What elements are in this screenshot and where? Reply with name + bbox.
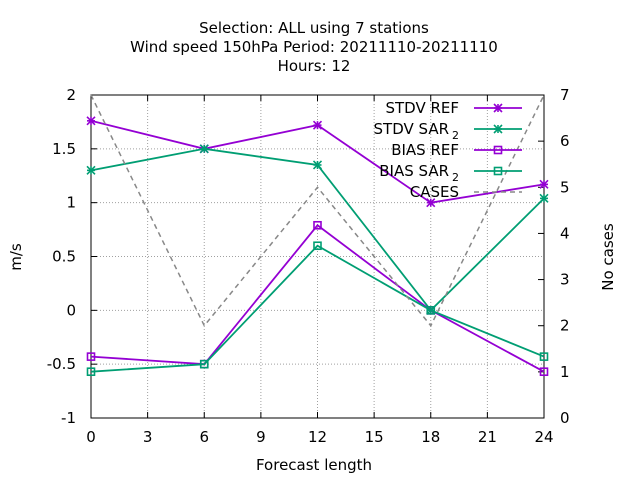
- data-point-stdv-sar-2: [539, 193, 549, 203]
- x-tick-label: 24: [534, 428, 553, 446]
- series-line-cases: [90, 94, 545, 328]
- legend-label-cases: CASES: [410, 183, 459, 201]
- legend-label-subscript: 2: [452, 171, 459, 184]
- grid: [91, 95, 544, 418]
- x-tick-label: 12: [308, 428, 327, 446]
- y-axis-label: m/s: [7, 243, 25, 271]
- data-point-bias-ref: [86, 352, 96, 361]
- x-tick-label: 15: [365, 428, 384, 446]
- data-point-bias-sar-2: [86, 367, 96, 377]
- y2-tick-label: 6: [560, 132, 570, 150]
- data-point-stdv-ref: [426, 198, 436, 208]
- x-tick-label: 0: [86, 428, 96, 446]
- data-point-bias-sar-2: [199, 359, 209, 369]
- data-point-stdv-sar-2: [86, 165, 96, 175]
- data-point-stdv-ref-stroke: [539, 179, 549, 189]
- legend-marker-stdv-sar-2: [493, 124, 503, 134]
- data-point-stdv-ref-stroke: [86, 116, 96, 126]
- y2-tick-label: 5: [560, 178, 570, 196]
- x-tick-label: 18: [421, 428, 440, 446]
- y2-tick-label: 1: [560, 363, 570, 381]
- legend-label-bias-sar-2: BIAS SAR 2: [379, 162, 459, 184]
- legend-marker-stdv-ref: [493, 103, 503, 113]
- data-point-bias-ref: [313, 220, 322, 230]
- series-line-bias-sar-2: [90, 244, 545, 373]
- x-tick-label: 21: [478, 428, 497, 446]
- series: [86, 94, 549, 377]
- legend-marker-stdv-ref-stroke: [493, 103, 503, 113]
- legend-label-text: BIAS REF: [391, 141, 459, 159]
- legend-label-stdv-ref: STDV REF: [385, 99, 459, 117]
- legend-label-text: STDV SAR: [374, 120, 449, 138]
- x-tick-label: 3: [143, 428, 153, 446]
- y-tick-label: 1: [66, 194, 76, 212]
- x-axis-label: Forecast length: [256, 456, 372, 474]
- data-point-bias-sar-2: [426, 306, 436, 315]
- data-point-bias-sar-2: [313, 241, 322, 251]
- y-tick-label: -1: [61, 409, 76, 427]
- data-point-stdv-sar-2-stroke: [199, 144, 209, 154]
- y2-tick-label: 7: [560, 86, 570, 104]
- y-tick-label: 0.5: [52, 248, 76, 266]
- title-line-3: Hours: 12: [278, 57, 351, 75]
- title-line-2: Wind speed 150hPa Period: 20211110-20211…: [130, 38, 498, 56]
- data-point-stdv-sar-2-stroke: [86, 165, 96, 175]
- legend-marker-bias-ref: [493, 145, 503, 155]
- x-tick-label: 9: [256, 428, 266, 446]
- data-point-stdv-ref: [312, 120, 323, 130]
- data-point-stdv-ref-stroke: [426, 198, 436, 208]
- x-tick-label: 6: [199, 428, 209, 446]
- y2-tick-label: 4: [560, 224, 570, 242]
- chart-title: Selection: ALL using 7 stations Wind spe…: [130, 19, 498, 75]
- legend-label-text: STDV REF: [385, 99, 459, 117]
- data-point-stdv-sar-2: [312, 160, 323, 170]
- legend-label-text: BIAS SAR: [379, 162, 449, 180]
- title-line-1: Selection: ALL using 7 stations: [199, 19, 429, 37]
- series-line-bias-ref: [90, 224, 545, 373]
- legend-marker-stdv-sar-2-stroke: [493, 124, 503, 134]
- y-tick-label: 1.5: [52, 140, 76, 158]
- y2-tick-label: 0: [560, 409, 570, 427]
- data-point-stdv-ref-stroke: [312, 120, 323, 130]
- y-tick-label: 0: [66, 301, 76, 319]
- legend-label-text: CASES: [410, 183, 459, 201]
- legend-label-stdv-sar-2: STDV SAR 2: [374, 120, 459, 142]
- data-point-stdv-sar-2-stroke: [539, 193, 549, 203]
- data-point-bias-sar-2: [539, 352, 549, 361]
- legend-marker-bias-sar-2: [493, 166, 503, 176]
- data-point-bias-ref: [539, 367, 549, 377]
- y2-axis-label: No cases: [599, 223, 617, 291]
- data-point-stdv-ref: [86, 116, 96, 126]
- y-tick-label: 2: [66, 86, 76, 104]
- y2-tick-label: 3: [560, 271, 570, 289]
- data-point-stdv-sar-2: [199, 144, 209, 154]
- legend-label-subscript: 2: [452, 129, 459, 142]
- legend-label-bias-ref: BIAS REF: [391, 141, 459, 159]
- data-point-stdv-ref: [539, 179, 549, 189]
- y2-tick-label: 2: [560, 317, 570, 335]
- y-tick-label: -0.5: [47, 355, 76, 373]
- data-point-stdv-sar-2-stroke: [312, 160, 323, 170]
